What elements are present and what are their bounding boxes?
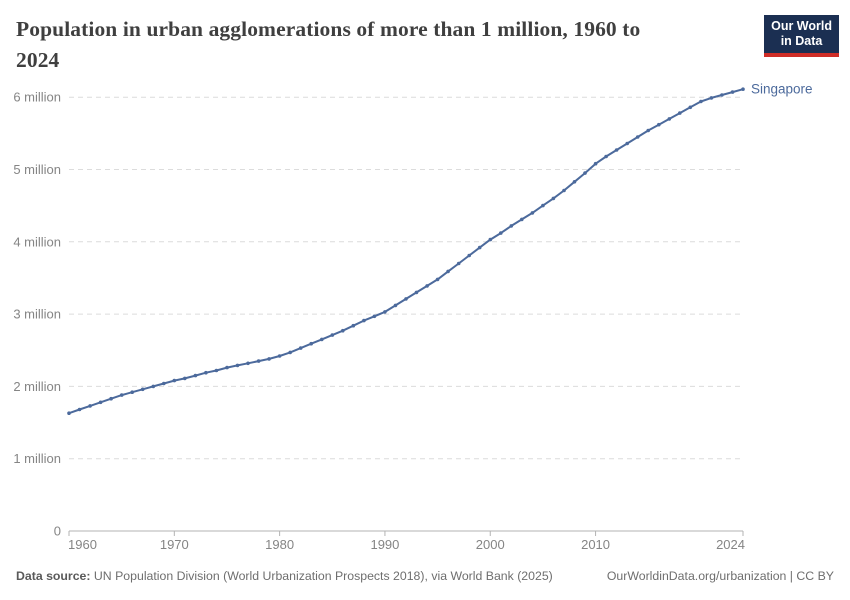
data-point [162,381,166,386]
data-point [193,373,198,378]
data-point [699,99,703,104]
x-axis-label: 1990 [370,537,399,552]
owid-logo-line2: in Data [780,34,823,49]
data-point [593,161,598,166]
y-axis-label: 0 [54,524,61,539]
data-point [530,211,535,215]
data-source-text: UN Population Division (World Urbanizati… [90,569,553,583]
data-point [372,314,377,319]
data-point [183,376,187,381]
chart-footer: Data source: UN Population Division (Wor… [16,569,834,583]
owid-url-license: OurWorldinData.org/urbanization | CC BY [606,569,834,583]
y-axis-label: 6 million [13,90,61,105]
data-point [414,290,419,295]
x-axis-label: 1970 [160,537,189,552]
data-point [541,203,545,208]
data-point [635,135,640,139]
data-point [477,245,482,250]
y-axis-label: 5 million [13,162,61,177]
data-point [720,93,724,97]
data-point [320,337,324,342]
data-point [98,400,103,405]
data-point [351,323,356,328]
data-point [362,318,366,323]
data-point [741,87,745,91]
data-point [657,122,661,127]
series-line-singapore [68,88,744,415]
data-point [393,303,398,308]
data-point [67,411,71,416]
data-point [383,310,387,314]
data-point [256,359,261,363]
owid-logo: Our World in Data [764,15,839,57]
data-point [572,180,577,184]
data-point [709,96,714,100]
data-point [235,363,240,368]
owid-logo-line1: Our World [771,19,832,33]
data-point [551,196,556,201]
data-point [119,393,124,397]
data-point [404,297,408,301]
data-point [509,224,514,228]
chart-title-line1: Population in urban agglomerations of mo… [16,17,641,41]
data-point [562,188,566,193]
data-point [625,141,629,146]
data-point [583,171,587,175]
data-point [309,341,314,346]
data-point [288,350,293,355]
data-point [456,261,461,266]
data-point [109,396,113,401]
data-point [298,346,303,350]
data-point [88,404,92,408]
data-point [140,387,145,392]
data-point [446,269,450,274]
data-point [214,368,219,373]
data-point [172,378,177,383]
data-point [435,277,440,282]
y-axis-label: 2 million [13,379,61,394]
data-point [604,154,608,159]
data-point [151,384,156,389]
data-point [341,328,345,333]
data-point [520,217,524,222]
data-point [467,253,472,258]
data-point [425,284,429,288]
data-point [267,357,271,361]
data-point [277,354,282,358]
data-point [667,117,672,121]
data-point [688,105,693,110]
data-point [730,90,735,94]
y-axis-label: 3 million [13,307,61,322]
x-axis-label: 2000 [476,537,505,552]
chart-title-line2: 2024 [16,47,60,72]
series-label-singapore: Singapore [751,82,813,97]
x-axis-label: 1980 [265,537,294,552]
data-point [499,231,503,235]
data-point [225,365,229,370]
x-axis-label: 1960 [68,537,97,552]
chart-title: Population in urban agglomerations of mo… [16,14,736,75]
data-source-note: Data source: UN Population Division (Wor… [16,569,553,583]
y-axis-label: 4 million [13,234,61,249]
y-axis-label: 1 million [13,451,61,466]
data-point [614,148,619,152]
data-point [330,333,335,337]
data-point [678,111,682,115]
data-point [130,390,134,395]
data-point [646,128,650,133]
data-point [488,237,493,242]
data-point [204,370,208,375]
x-axis-label: 2024 [716,537,745,552]
data-point [246,361,250,366]
data-source-label: Data source: [16,569,91,583]
data-point [77,407,82,412]
x-axis-label: 2010 [581,537,610,552]
